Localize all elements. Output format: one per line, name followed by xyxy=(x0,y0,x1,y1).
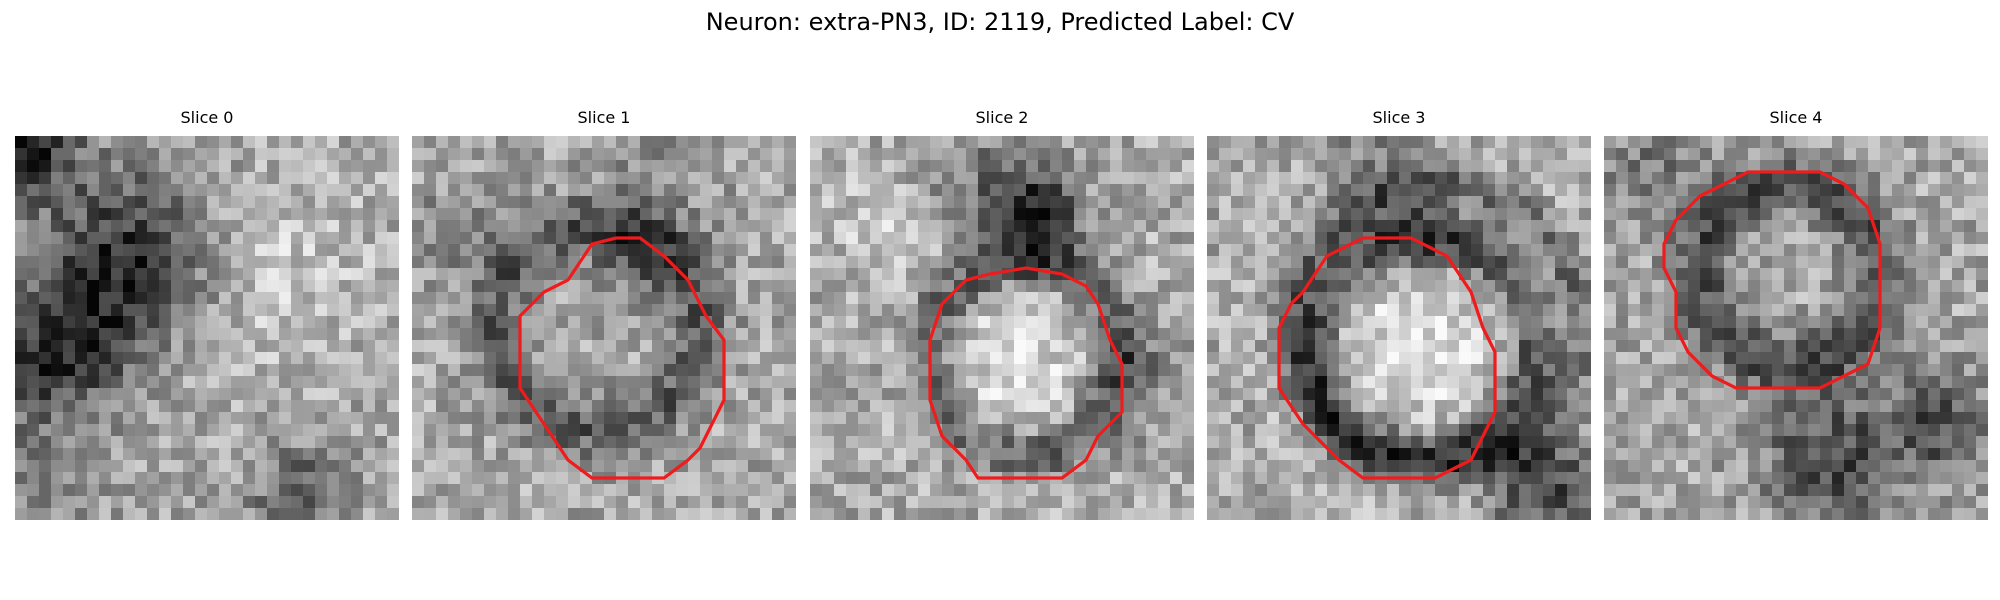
slice-panel-3: Slice 3 xyxy=(1207,108,1591,520)
segmentation-contour xyxy=(518,236,726,480)
slice-panel-4: Slice 4 xyxy=(1604,108,1988,520)
slice-image-4 xyxy=(1604,136,1988,520)
slice-title-3: Slice 3 xyxy=(1372,108,1426,127)
slice-title-0: Slice 0 xyxy=(180,108,234,127)
figure-title: Neuron: extra-PN3, ID: 2119, Predicted L… xyxy=(705,8,1295,36)
slice-panel-1: Slice 1 xyxy=(412,108,796,520)
slice-title-1: Slice 1 xyxy=(577,108,631,127)
slice-image-0 xyxy=(15,136,399,520)
segmentation-contour xyxy=(1277,236,1497,480)
slice-image-1 xyxy=(412,136,796,520)
slice-panel-0: Slice 0 xyxy=(15,108,399,520)
segmentation-contour xyxy=(1662,170,1882,390)
slice-title-2: Slice 2 xyxy=(975,108,1029,127)
segmentation-contour xyxy=(928,266,1124,480)
slice-panel-2: Slice 2 xyxy=(810,108,1194,520)
slice-title-4: Slice 4 xyxy=(1769,108,1823,127)
slice-image-3 xyxy=(1207,136,1591,520)
slice-image-2 xyxy=(810,136,1194,520)
